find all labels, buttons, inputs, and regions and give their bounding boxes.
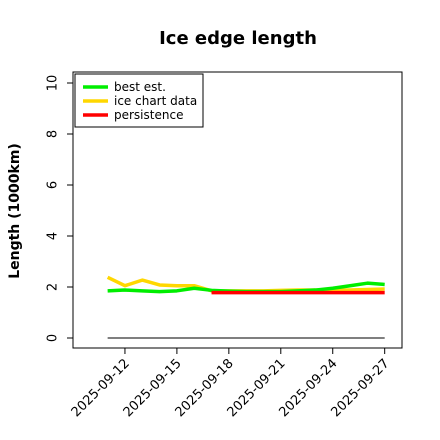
y-tick-label: 8 xyxy=(46,130,61,138)
legend-label: best est. xyxy=(114,80,166,94)
plot-frame xyxy=(72,71,403,349)
series-line-ice-chart-data xyxy=(106,275,385,293)
y-tick-label: 2 xyxy=(46,283,61,291)
y-tick-label: 10 xyxy=(46,75,61,92)
chart-title: Ice edge length xyxy=(159,28,317,49)
legend-label: persistence xyxy=(114,108,183,122)
y-tick-label: 0 xyxy=(46,334,61,342)
y-axis-label: Length (1000km) xyxy=(7,143,23,279)
y-tick-label: 6 xyxy=(46,181,61,189)
y-tick-label: 4 xyxy=(46,232,61,240)
legend-label: ice chart data xyxy=(114,94,197,108)
